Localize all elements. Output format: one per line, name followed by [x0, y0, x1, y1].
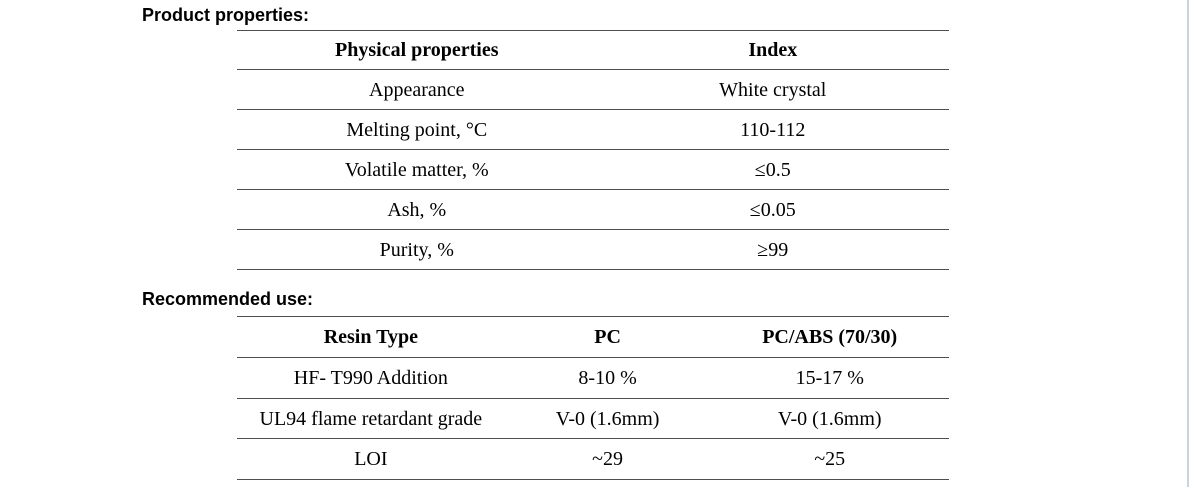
- column-header: PC/ABS (70/30): [710, 317, 949, 358]
- table-cell: Purity, %: [237, 230, 597, 270]
- column-header: Resin Type: [237, 317, 505, 358]
- section-heading-recommended-use: Recommended use:: [142, 289, 314, 309]
- table-cell: ≤0.5: [596, 150, 949, 190]
- table-cell: UL94 flame retardant grade: [237, 399, 505, 439]
- table-cell: ~29: [504, 439, 711, 480]
- table-cell: V-0 (1.6mm): [504, 399, 711, 439]
- table-cell: 15-17 %: [710, 358, 949, 399]
- table-cell: Melting point, °C: [237, 110, 597, 150]
- table-cell: ≤0.05: [596, 190, 949, 230]
- column-header: PC: [504, 317, 711, 358]
- section-heading-product-properties: Product properties:: [142, 5, 310, 25]
- recommended-use-table: Resin Type PC PC/ABS (70/30) HF- T990 Ad…: [237, 316, 949, 480]
- table-cell: ≥99: [596, 230, 949, 270]
- table-cell: Ash, %: [237, 190, 597, 230]
- table-cell: ~25: [710, 439, 949, 480]
- page-edge-divider: [1187, 0, 1189, 487]
- column-header: Index: [596, 31, 949, 70]
- table-cell: Volatile matter, %: [237, 150, 597, 190]
- column-header: Physical properties: [237, 31, 597, 70]
- table-cell: 8-10 %: [504, 358, 711, 399]
- table-cell: V-0 (1.6mm): [710, 399, 949, 439]
- table-cell: White crystal: [596, 70, 949, 110]
- product-properties-table: Physical properties Index Appearance Whi…: [237, 30, 949, 270]
- table-cell: LOI: [237, 439, 505, 480]
- table-cell: HF- T990 Addition: [237, 358, 505, 399]
- table-cell: Appearance: [237, 70, 597, 110]
- table-cell: 110-112: [596, 110, 949, 150]
